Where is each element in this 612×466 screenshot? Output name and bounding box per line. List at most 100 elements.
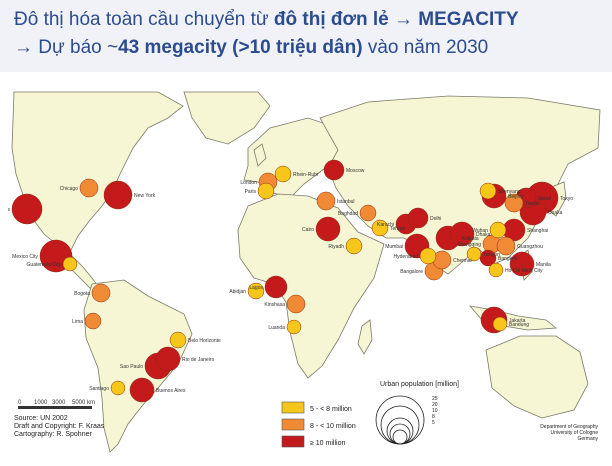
city-label-cairo: Cairo — [302, 227, 314, 233]
scale-label-0: 0 — [18, 400, 22, 406]
scale-bar: 0 1000 3000 5000 km — [18, 400, 95, 409]
city-marker-rio-de-janeiro — [155, 346, 181, 372]
city-label-manila: Manila — [536, 262, 551, 268]
scale-label-3000: 3000 — [52, 400, 66, 406]
city-label-rhein-ruhr: Rhein-Ruhr — [293, 172, 319, 178]
city-marker-guangzhou — [496, 236, 516, 256]
city-label-beijing: Beijing — [508, 194, 523, 200]
city-label-bogota: Bogota — [74, 291, 90, 297]
legend-label-large: ≥ 10 million — [310, 440, 345, 447]
city-marker-chicago — [79, 178, 99, 198]
city-label-shanghai: Shanghai — [527, 228, 548, 234]
city-marker-manila — [509, 251, 535, 277]
city-marker-guatemala-city — [62, 256, 78, 272]
city-marker-rhein-ruhr — [274, 165, 292, 183]
city-label-hyderabad: Hyderabad — [394, 254, 419, 260]
city-label-istanbul: Istanbul — [337, 199, 355, 205]
city-marker-shenyang — [479, 182, 497, 200]
city-label-wuhan: Wuhan — [472, 228, 488, 234]
legend-swatch-medium — [281, 418, 305, 431]
city-label-rio-de-janeiro: Rio de Janeiro — [182, 357, 214, 363]
city-marker-cairo — [315, 216, 341, 242]
city-label-mumbai: Mumbai — [385, 244, 403, 250]
scale-label-1000: 1000 — [34, 400, 48, 406]
legend-label-medium: 8 - < 10 million — [310, 423, 356, 430]
city-marker-santiago — [110, 380, 126, 396]
city-label-santiago: Santiago — [89, 386, 109, 392]
city-label-chicago: Chicago — [60, 186, 79, 192]
africa-land — [237, 193, 385, 379]
city-marker-paris — [257, 182, 275, 200]
headline-line-2: → Dự báo ~43 megacity (>10 triệu dân) và… — [14, 34, 604, 62]
city-label-mexico-city: Mexico City — [12, 254, 38, 260]
urban-population-title: Urban population [million] — [380, 381, 459, 388]
headline-line1-bold-single-city: đô thị đơn lẻ — [273, 9, 389, 30]
madagascar-land — [357, 319, 373, 355]
city-marker-bogota — [91, 283, 111, 303]
australia-land — [485, 335, 589, 419]
city-label-dhaka: Dhaka — [476, 232, 491, 238]
city-label-luanda: Luanda — [268, 325, 285, 331]
city-marker-dhaka — [449, 221, 475, 247]
institution-line-1: Department of Geography — [540, 424, 598, 430]
headline-line1-arrow: → — [388, 9, 419, 30]
city-label-sao-paulo: Sao Paulo — [120, 364, 143, 370]
city-label-bandung: Bandung — [509, 322, 529, 328]
source-credits: Source: UN 2002 Draft and Copyright: F. … — [14, 415, 105, 438]
greenland-land — [183, 91, 271, 145]
legend-swatch-small — [281, 401, 305, 414]
city-marker-bandung — [492, 316, 508, 332]
headline-line2-bold-forecast: 43 megacity (>10 triệu dân) — [118, 37, 363, 58]
city-marker-baghdad — [359, 204, 377, 222]
size-circle-5 — [392, 429, 408, 445]
headline-line1-text: Đô thị hóa toàn cầu chuyển từ — [14, 9, 274, 30]
uk-land — [253, 143, 267, 167]
institution-line-2: University of Cologne — [550, 430, 598, 436]
city-label-shenyang: Shenyang — [498, 189, 521, 195]
city-marker-hyderabad — [419, 247, 437, 265]
size-value-10: 10 — [432, 408, 438, 414]
city-label-bangalore: Bangalore — [400, 269, 423, 275]
size-value-5: 5 — [432, 420, 435, 426]
city-label-karachi: Karachi — [377, 222, 394, 228]
city-label-lima: Lima — [72, 319, 83, 325]
legend-swatch-large — [281, 435, 305, 448]
city-marker-istanbul — [316, 191, 336, 211]
city-label-kolkata: Kolkata — [462, 236, 479, 242]
city-marker-tianjin — [504, 193, 524, 213]
city-marker-riyadh — [345, 237, 363, 255]
city-marker-buenos-aires — [129, 377, 155, 403]
legend-label-small: 5 - < 8 million — [310, 406, 352, 413]
south-america-land — [83, 279, 193, 453]
city-marker-ho-chi-minh-city — [488, 262, 504, 278]
city-label-ho-chi-minh-city: Ho Chi Minh City — [505, 268, 543, 274]
scale-label-5000: 5000 km — [72, 400, 95, 406]
city-label-chongqing: Chongqing — [457, 242, 481, 248]
city-label-seoul: Seoul — [538, 196, 551, 202]
city-marker-abidjan — [247, 282, 265, 300]
city-marker-kinshasa — [286, 294, 306, 314]
headline-line2-text: → Dự báo ~ — [14, 37, 119, 58]
size-value-20: 20 — [432, 402, 438, 408]
size-legend: Urban population [million] 25 20 10 8 5 — [375, 381, 459, 445]
source-line-2: Draft and Copyright: F. Kraas — [14, 423, 105, 430]
city-label-baghdad: Baghdad — [338, 211, 358, 217]
city-marker-los-angeles — [11, 193, 43, 225]
city-label-london: London — [240, 180, 257, 186]
city-label-guatemala-city: Guatemala City — [27, 262, 62, 268]
institution-line-3: Germany — [577, 436, 598, 442]
city-marker-moscow — [323, 159, 345, 181]
city-marker-new-york — [103, 180, 133, 210]
source-line-3: Cartography: R. Spohner — [14, 431, 92, 438]
size-value-25: 25 — [432, 396, 438, 402]
city-label-yangon: Yangon — [483, 252, 500, 258]
city-label-tianjin: Tianjin — [525, 201, 540, 207]
institution-credits: Department of Geography University of Co… — [540, 424, 598, 442]
city-label-chennai: Chennai — [453, 258, 472, 264]
city-label-tehran: Tehran — [390, 226, 406, 232]
city-label-moscow: Moscow — [346, 168, 365, 174]
headline-text: Đô thị hóa toàn cầu chuyển từ đô thị đơn… — [14, 6, 604, 62]
city-label-kinshasa: Kinshasa — [264, 302, 285, 308]
city-label-new-york: New York — [134, 193, 156, 199]
